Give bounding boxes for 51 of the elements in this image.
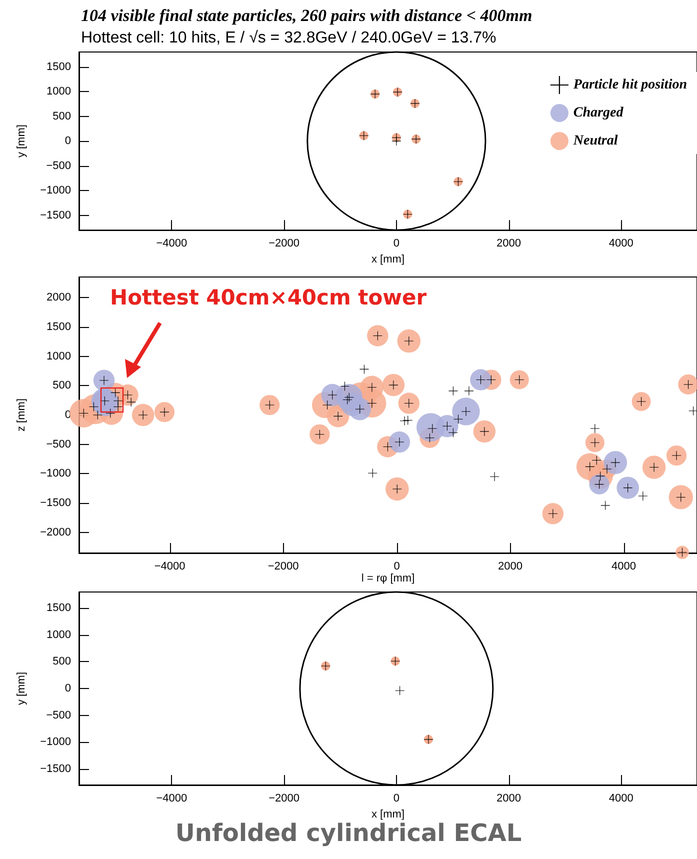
x-tick-label: −4000 — [156, 238, 188, 250]
y-tick-label: 500 — [52, 110, 71, 122]
y-tick-label: 500 — [52, 380, 71, 392]
y-tick-label: −500 — [46, 709, 71, 722]
y-tick-label: 500 — [52, 656, 71, 668]
y-axis-title: z [mm] — [16, 398, 28, 432]
x-tick-label: 2000 — [498, 560, 523, 572]
y-tick-label: 1500 — [46, 320, 71, 333]
x-tick-label: −4000 — [154, 560, 186, 572]
text: Unfolded cylindrical ECAL — [175, 819, 522, 847]
y-tick-label: −1000 — [40, 736, 71, 748]
x-tick-label: −2000 — [268, 792, 300, 804]
annotation: Hottest 40cm×40cm tower — [110, 286, 428, 310]
y-axis-title: y [mm] — [16, 672, 28, 705]
y-tick-label: −1500 — [40, 762, 71, 775]
x-tick-label: 2000 — [496, 792, 522, 804]
y-tick-label: 0 — [64, 409, 71, 421]
chart-title: 104 visible final state particles, 260 pairs with distance < 400mm — [81, 6, 532, 25]
x-tick-label: 4000 — [612, 560, 636, 572]
legend-label: Charged — [573, 106, 624, 120]
x-tick-label: 0 — [394, 560, 400, 572]
x-axis-title: l = rφ [mm] — [361, 572, 415, 584]
y-tick-label: 0 — [64, 682, 71, 694]
legend-label: Neutral — [572, 134, 618, 148]
y-tick-label: −500 — [46, 438, 71, 450]
y-tick-label: −1000 — [40, 184, 71, 197]
x-axis-title: x [mm] — [372, 254, 404, 266]
y-tick-label: 0 — [64, 135, 71, 148]
y-tick-label: 2000 — [46, 292, 71, 304]
x-tick-label: 4000 — [608, 238, 634, 250]
x-tick-label: −2000 — [268, 560, 299, 572]
legend-label: Particle hit position — [573, 78, 688, 92]
y-tick-label: 1000 — [46, 350, 71, 362]
y-tick-label: −1000 — [40, 468, 71, 480]
x-tick-label: 2000 — [496, 238, 522, 250]
y-tick-label: −1500 — [40, 497, 71, 510]
y-tick-label: −2000 — [40, 526, 71, 538]
chart-subtitle: Hottest cell: 10 hits, E / √s = 32.8GeV / 240.0GeV = 13.7% — [81, 30, 496, 46]
y-tick-label: 1500 — [46, 60, 71, 73]
x-tick-label: −2000 — [268, 238, 300, 250]
x-tick-label: −4000 — [156, 792, 188, 804]
x-tick-label: 0 — [393, 238, 400, 250]
y-axis-title: y [mm] — [16, 124, 28, 158]
x-tick-label: 4000 — [608, 792, 634, 804]
y-tick-label: −500 — [46, 160, 71, 172]
x-axis-title: x [mm] — [372, 808, 404, 820]
y-tick-label: −1500 — [40, 209, 71, 222]
y-tick-label: 1000 — [46, 86, 71, 98]
x-tick-label: 0 — [393, 792, 400, 804]
y-tick-label: 1500 — [46, 602, 71, 614]
y-tick-label: 1000 — [46, 628, 71, 641]
